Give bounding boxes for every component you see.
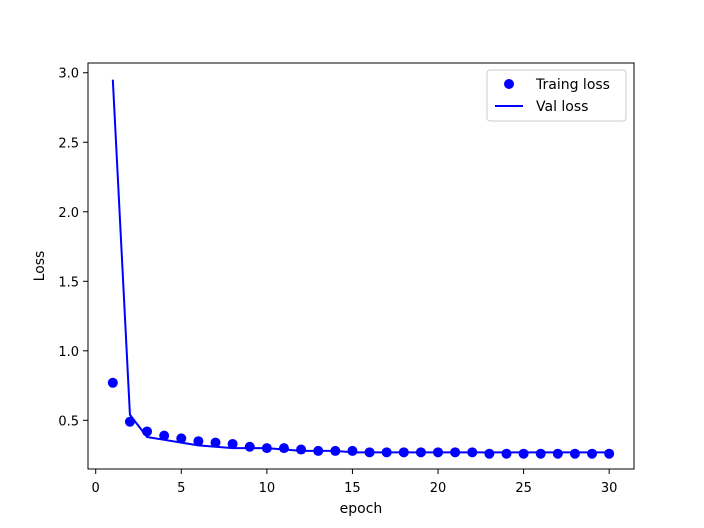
training-loss-point — [313, 445, 324, 456]
x-tick-label: 30 — [601, 481, 618, 496]
training-loss-point — [193, 436, 204, 447]
training-loss-point — [415, 447, 426, 458]
x-tick-label: 25 — [515, 481, 532, 496]
training-loss-point — [364, 447, 375, 458]
plot-area — [107, 79, 615, 459]
y-axis-ticks: 0.5 1.0 1.5 2.0 2.5 3.0 — [58, 67, 88, 429]
legend-box — [486, 69, 627, 122]
training-loss-point — [501, 448, 512, 459]
legend-label-training-loss: Traing loss — [535, 77, 610, 93]
training-loss-point — [484, 448, 495, 459]
legend: Traing loss Val loss — [486, 69, 627, 122]
training-loss-point — [124, 416, 135, 427]
training-loss-point — [569, 448, 580, 459]
training-loss-point — [261, 443, 272, 454]
training-loss-point — [552, 448, 563, 459]
y-tick-label: 3.0 — [58, 67, 79, 82]
training-loss-point — [604, 448, 615, 459]
training-loss-point — [518, 448, 529, 459]
training-loss-point — [142, 426, 153, 437]
training-loss-point — [296, 444, 307, 455]
y-tick-label: 1.5 — [58, 275, 79, 290]
training-loss-point — [227, 438, 238, 449]
x-tick-label: 20 — [430, 481, 447, 496]
x-tick-label: 10 — [259, 481, 276, 496]
training-loss-point — [381, 447, 392, 458]
y-axis-label: Loss — [32, 251, 48, 282]
training-loss-point — [330, 445, 341, 456]
training-loss-point — [535, 448, 546, 459]
y-tick-label: 2.0 — [58, 206, 79, 221]
training-loss-point — [450, 447, 461, 458]
axes-frame — [87, 62, 635, 470]
x-axis-ticks: 0 5 10 15 20 25 30 — [92, 469, 618, 496]
x-axis-label: epoch — [340, 501, 383, 517]
training-loss-point — [278, 443, 289, 454]
training-loss-point — [210, 437, 221, 448]
training-loss-point — [159, 430, 170, 441]
training-loss-point — [347, 445, 358, 456]
training-loss-point — [587, 448, 598, 459]
y-tick-label: 2.5 — [58, 136, 79, 151]
x-tick-label: 15 — [344, 481, 361, 496]
training-loss-point — [107, 377, 118, 388]
y-tick-label: 0.5 — [58, 414, 79, 429]
training-loss-point — [244, 441, 255, 452]
legend-label-val-loss: Val loss — [536, 99, 588, 115]
training-loss-point — [433, 447, 444, 458]
x-tick-label: 5 — [177, 481, 185, 496]
training-loss-point — [467, 447, 478, 458]
x-tick-label: 0 — [92, 481, 100, 496]
legend-marker-training-loss — [504, 79, 514, 89]
training-loss-point — [176, 433, 187, 444]
y-tick-label: 1.0 — [58, 345, 79, 360]
training-loss-point — [398, 447, 409, 458]
